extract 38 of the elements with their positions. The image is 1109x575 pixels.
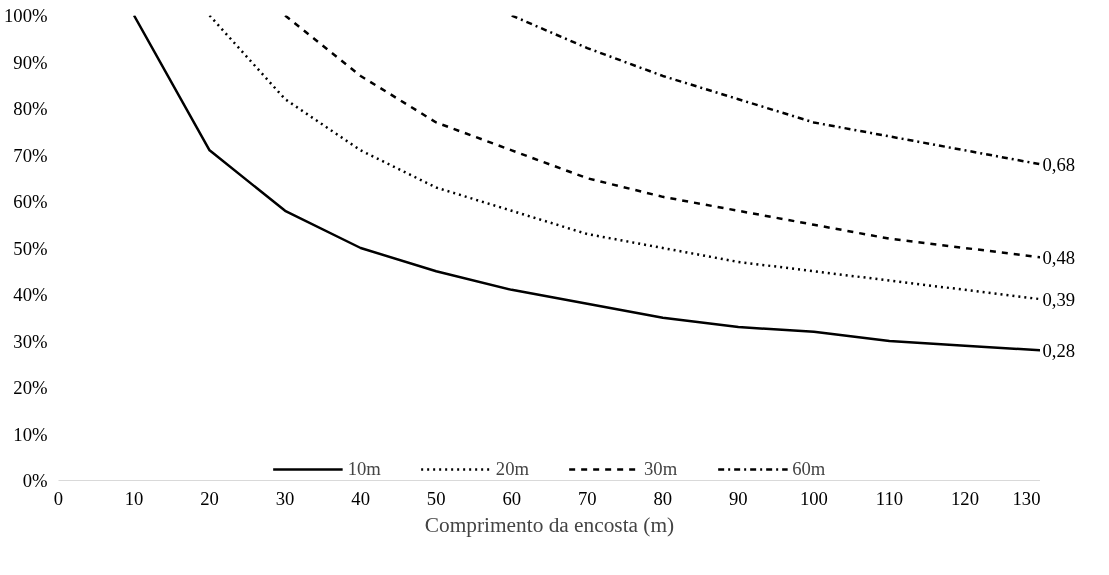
data-label: 0,68 bbox=[1042, 153, 1076, 175]
data-label: 0,39 bbox=[1042, 288, 1076, 310]
x-tick-label: 20 bbox=[200, 487, 219, 509]
y-tick-label: 70% bbox=[13, 144, 48, 166]
y-tick-label: 0% bbox=[22, 470, 48, 491]
y-tick-label: 90% bbox=[13, 51, 48, 73]
x-tick-label: 50 bbox=[426, 487, 446, 509]
y-tick-label: 80% bbox=[13, 98, 48, 119]
x-tick-label: 90 bbox=[729, 487, 748, 509]
x-tick-label: 80 bbox=[653, 487, 673, 509]
legend-label: 60m bbox=[792, 458, 826, 480]
y-tick-label: 40% bbox=[13, 284, 48, 305]
x-tick-label: 130 bbox=[1012, 487, 1041, 509]
data-label: 0,48 bbox=[1042, 246, 1076, 268]
x-tick-label: 30 bbox=[275, 487, 295, 509]
line-series bbox=[510, 15, 1040, 166]
x-tick-label: 60 bbox=[502, 487, 522, 509]
y-tick-label: 10% bbox=[13, 423, 48, 445]
x-tick-label: 10 bbox=[124, 487, 144, 509]
y-tick-label: 60% bbox=[13, 191, 48, 212]
legend-label: 10m bbox=[347, 458, 381, 480]
y-tick-label: 100% bbox=[3, 5, 48, 26]
line-series bbox=[132, 15, 1040, 352]
x-tick-label: 100 bbox=[799, 487, 828, 509]
x-axis-title: Comprimento da encosta (m) bbox=[424, 512, 675, 537]
line-series bbox=[283, 15, 1040, 259]
x-tick-label: 110 bbox=[875, 487, 904, 509]
line-series bbox=[208, 15, 1040, 301]
y-tick-label: 20% bbox=[13, 377, 48, 398]
x-tick-label: 120 bbox=[950, 487, 979, 509]
data-label: 0,28 bbox=[1042, 339, 1076, 361]
legend-label: 30m bbox=[644, 458, 678, 480]
x-tick-label: 70 bbox=[577, 487, 597, 509]
y-tick-label: 50% bbox=[13, 237, 48, 259]
y-tick-label: 30% bbox=[13, 330, 48, 352]
x-tick-label: 40 bbox=[351, 487, 370, 509]
x-tick-label: 0 bbox=[53, 487, 64, 509]
legend-label: 20m bbox=[495, 458, 529, 480]
